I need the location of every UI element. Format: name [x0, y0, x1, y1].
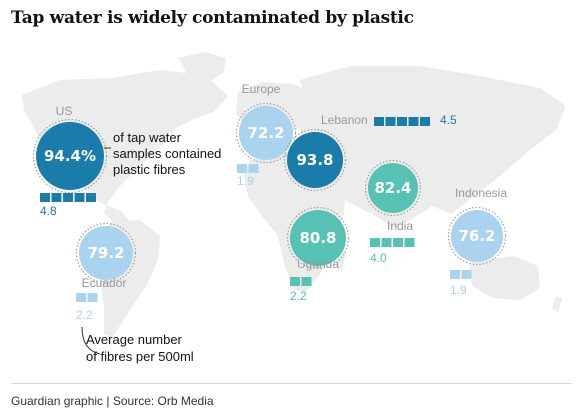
fibre-square: [370, 238, 380, 247]
fibres-annotation-pointer: [81, 326, 101, 355]
fibre-square: [248, 164, 259, 173]
fibre-square: [385, 117, 396, 126]
fibre-square: [381, 238, 392, 247]
bubble-ring-ecuador: [75, 222, 137, 284]
country-label-india: India: [387, 219, 413, 233]
fibre-square: [290, 277, 300, 286]
percent-annotation-line: of tap water: [113, 130, 182, 145]
fibre-value-indonesia: 1.9: [450, 283, 467, 297]
bubble-ring-lebanon: [283, 128, 347, 192]
fibre-square: [393, 238, 403, 247]
fibre-square: [63, 193, 73, 202]
land-greenland: [178, 52, 226, 84]
land-australia: [470, 256, 540, 300]
fibre-square: [408, 117, 419, 126]
percent-label-indonesia: 76.2: [458, 227, 495, 245]
percent-label-ecuador: 79.2: [87, 244, 124, 262]
bubble-uganda: [290, 210, 346, 266]
bubble-europe: [239, 106, 293, 160]
country-group-ecuador: 79.2 Ecuador 2.2: [75, 222, 137, 322]
chart-title: Tap water is widely contaminated by plas…: [11, 8, 414, 28]
fibre-value-lebanon: 4.5: [440, 113, 457, 127]
bubble-ring-europe: [235, 102, 297, 164]
percent-label-europe: 72.2: [247, 124, 284, 142]
percent-annotation-line: samples contained: [113, 146, 221, 161]
country-label-indonesia: Indonesia: [455, 186, 507, 200]
chart-marks: 94.4% US 4.8 79.2 Ecuador 2.2 72.2 Europe 1.9 93.…: [32, 82, 507, 364]
country-group-us: 94.4% US 4.8: [32, 104, 108, 218]
fibre-squares-europe: [237, 164, 259, 173]
fibre-square: [87, 293, 98, 302]
country-label-ecuador: Ecuador: [82, 276, 127, 290]
fibre-square: [76, 293, 86, 302]
bubble-india: [368, 163, 418, 213]
percent-label-uganda: 80.8: [299, 229, 336, 247]
percent-label-india: 82.4: [374, 179, 411, 197]
fibre-value-europe: 1.9: [237, 174, 254, 188]
country-label-lebanon: Lebanon: [321, 113, 368, 127]
fibre-square: [461, 270, 472, 279]
country-group-india: 82.4 India 4.0: [364, 159, 422, 265]
fibre-value-india: 4.0: [370, 251, 387, 265]
fibre-square: [74, 193, 85, 202]
fibre-value-uganda: 2.2: [290, 289, 307, 303]
bubble-lebanon: [287, 132, 343, 188]
country-label-uganda: Uganda: [297, 257, 339, 271]
bubble-ring-indonesia: [447, 206, 507, 266]
fibre-square: [301, 277, 312, 286]
fibre-square: [237, 164, 247, 173]
fibre-square: [404, 238, 415, 247]
fibre-value-us: 4.8: [40, 204, 57, 218]
footer-divider: [11, 383, 572, 384]
country-label-us: US: [56, 104, 73, 118]
fibres-annotation: Average number of fibres per 500ml: [81, 326, 194, 364]
percent-label-lebanon: 93.8: [296, 151, 333, 169]
bubble-ecuador: [79, 226, 133, 280]
land-asia: [298, 66, 566, 228]
fibre-square: [40, 193, 50, 202]
bubble-ring-india: [364, 159, 422, 217]
bubble-us: [36, 122, 104, 190]
bubble-ring-us: [32, 118, 108, 194]
fibres-annotation-line: Average number: [86, 332, 183, 347]
fibre-squares-uganda: [290, 277, 312, 286]
fibre-square: [450, 270, 460, 279]
bubble-ring-uganda: [286, 206, 350, 270]
country-group-uganda: 80.8 Uganda 2.2: [286, 206, 350, 303]
fibre-square: [86, 193, 96, 202]
fibre-squares-us: [40, 193, 96, 202]
country-group-lebanon: 93.8 Lebanon 4.5: [283, 113, 457, 192]
land-new-zealand: [552, 296, 562, 312]
fibre-square: [51, 193, 62, 202]
fibre-square: [374, 117, 384, 126]
country-label-europe: Europe: [242, 82, 281, 96]
fibres-annotation-line: of fibres per 500ml: [86, 349, 194, 364]
fibre-value-ecuador: 2.2: [76, 308, 93, 322]
fibre-squares-ecuador: [76, 293, 98, 302]
fibre-square: [397, 117, 407, 126]
percent-label-us: 94.4%: [44, 147, 96, 165]
country-group-europe: 72.2 Europe 1.9: [235, 82, 297, 188]
fibre-squares-indonesia: [450, 270, 472, 279]
fibre-squares-lebanon: [374, 117, 430, 126]
bubble-indonesia: [451, 210, 503, 262]
fibre-square: [420, 117, 430, 126]
footer-credit: Guardian graphic | Source: Orb Media: [11, 394, 214, 408]
country-group-indonesia: 76.2 Indonesia 1.9: [447, 186, 507, 297]
fibre-squares-india: [370, 238, 415, 247]
percent-annotation-line: plastic fibres: [113, 162, 186, 177]
